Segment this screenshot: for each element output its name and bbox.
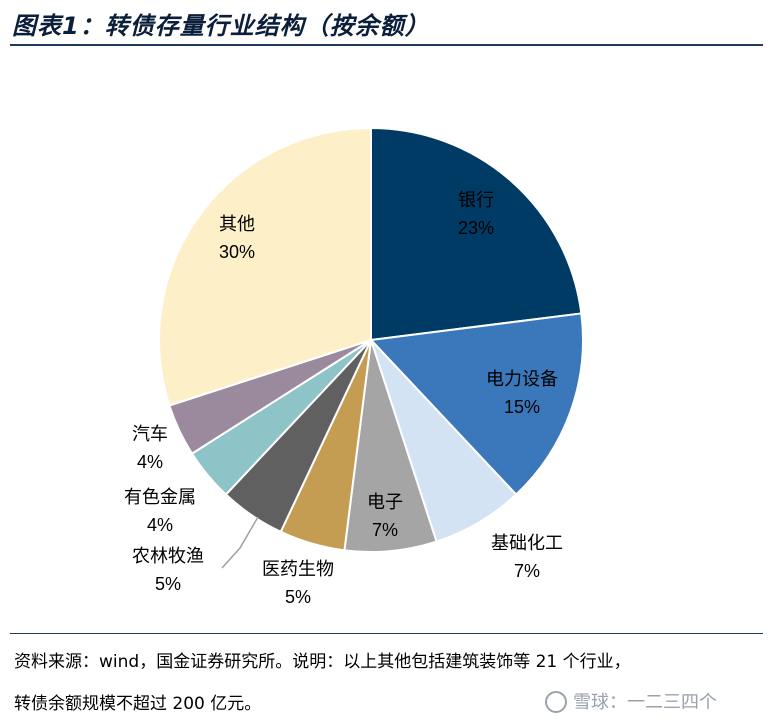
source-note-line-2: 转债余额规模不超过 200 亿元。 xyxy=(14,694,262,714)
slice-label-agriculture: 农林牧渔 xyxy=(132,546,204,567)
slice-label-power-equipment: 电力设备 xyxy=(486,369,558,390)
slice-value-nonferrous-metals: 4% xyxy=(147,515,173,535)
slice-value-auto: 4% xyxy=(137,452,163,472)
title-rule xyxy=(10,44,763,46)
pie-slice-bank xyxy=(370,126,583,342)
slice-label-basic-chemicals: 基础化工 xyxy=(491,533,563,554)
footer-rule xyxy=(10,633,763,634)
slice-value-power-equipment: 15% xyxy=(504,397,540,417)
leader-line-agriculture xyxy=(221,516,259,569)
chart-title: 图表1：转债存量行业结构（按余额） xyxy=(12,12,430,40)
watermark-text: 雪球：一二三四个 xyxy=(573,692,717,713)
slice-value-pharma-bio: 5% xyxy=(285,587,311,607)
watermark: 雪球：一二三四个 xyxy=(545,688,717,714)
slice-value-others: 30% xyxy=(219,242,255,262)
slice-label-others: 其他 xyxy=(219,214,255,235)
slice-value-bank: 23% xyxy=(458,218,494,238)
slice-label-auto: 汽车 xyxy=(132,424,168,445)
pie-chart: 银行 23% 电力设备 15% 基础化工 7% 电子 7% 医药生物 5% 农林牧渔 5% 有色金属 4%… xyxy=(124,126,584,607)
slice-label-electronics: 电子 xyxy=(367,492,403,513)
source-note-line-1: 资料来源：wind，国金证券研究所。说明：以上其他包括建筑装饰等 21 个行业， xyxy=(14,652,631,672)
pie-slice-others xyxy=(158,126,372,407)
pie-slice-power-equipment xyxy=(368,312,584,496)
slice-label-nonferrous-metals: 有色金属 xyxy=(124,487,196,508)
slice-value-agriculture: 5% xyxy=(155,574,181,594)
slice-value-basic-chemicals: 7% xyxy=(514,561,540,581)
slice-label-pharma-bio: 医药生物 xyxy=(262,559,334,580)
slice-value-electronics: 7% xyxy=(372,520,398,540)
snowball-icon xyxy=(545,691,567,713)
slice-label-bank: 银行 xyxy=(458,190,494,211)
